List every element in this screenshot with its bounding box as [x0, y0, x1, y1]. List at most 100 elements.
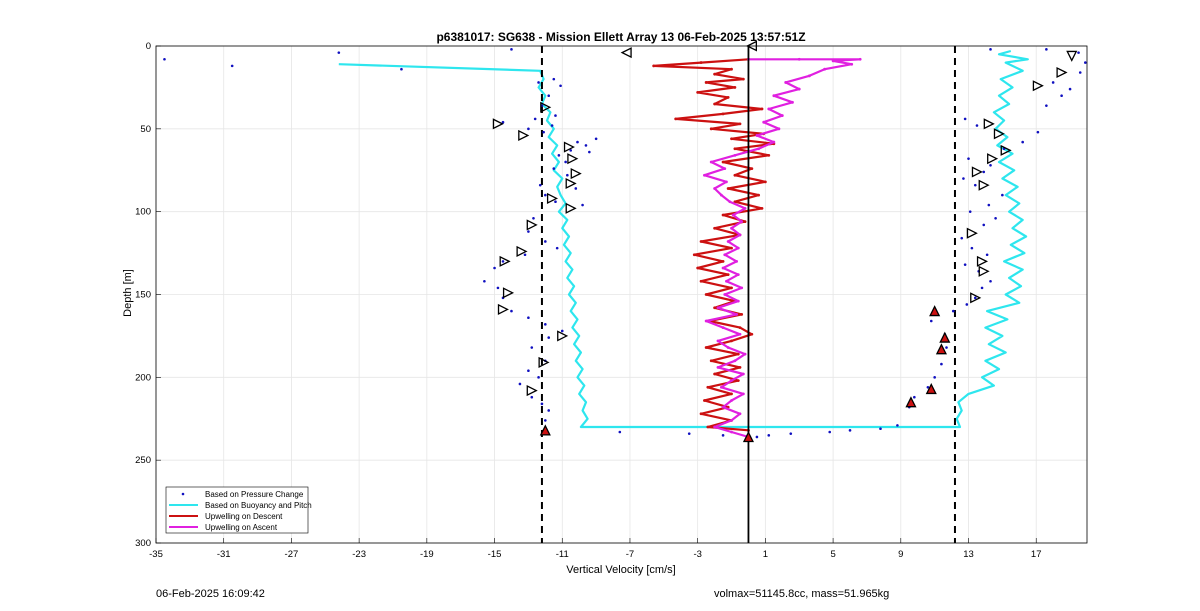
series-point	[740, 312, 744, 316]
pressure-point	[544, 240, 547, 243]
series-point	[807, 74, 811, 78]
series-point	[738, 412, 742, 416]
pressure-point	[544, 323, 547, 326]
series-point	[704, 293, 708, 296]
pressure-point	[588, 150, 591, 154]
series-point	[736, 246, 740, 250]
pressure-point	[789, 432, 793, 435]
triangle-marker	[978, 179, 990, 191]
triangle-marker	[567, 153, 579, 165]
triangle-marker	[742, 431, 755, 443]
series-point	[767, 153, 771, 157]
pressure-point	[527, 230, 530, 233]
pressure-point	[554, 200, 557, 204]
series-point	[699, 412, 703, 416]
legend-entry-buoyancy: Based on Buoyancy and Pitch	[205, 501, 312, 510]
pressure-point	[965, 303, 969, 306]
series-point	[719, 385, 723, 389]
pressure-point	[547, 336, 551, 339]
pressure-point	[559, 84, 562, 88]
series-point	[699, 279, 703, 283]
grid-lines	[155, 45, 1087, 544]
pressure-point	[544, 193, 547, 197]
series-point	[733, 86, 737, 89]
pressure-point	[973, 183, 977, 187]
footer-timestamp: 06-Feb-2025 16:09:42	[156, 588, 265, 600]
series-point	[696, 90, 700, 94]
pressure-point	[913, 395, 916, 399]
series-point	[741, 372, 745, 376]
pressure-point	[1078, 71, 1082, 74]
pressure-point	[510, 48, 513, 51]
series-point	[736, 273, 740, 277]
series-point	[772, 140, 776, 144]
series-point	[713, 226, 716, 230]
pressure-point	[975, 124, 979, 127]
series-point	[738, 326, 742, 330]
triangle-marker	[516, 245, 528, 257]
pressure-point	[554, 114, 557, 117]
pressure-point	[1021, 140, 1024, 144]
pressure-point	[879, 427, 882, 430]
y-tick-label: 300	[135, 538, 151, 549]
triangle-marker	[929, 305, 941, 317]
y-tick-label: 150	[135, 290, 151, 301]
pressure-point	[540, 402, 544, 406]
triangle-marker	[546, 192, 559, 204]
pressure-point	[564, 160, 567, 164]
series-point	[750, 167, 754, 170]
series-point	[703, 399, 706, 402]
pressure-point	[1045, 48, 1048, 51]
pressure-point	[973, 296, 977, 300]
pressure-point	[560, 329, 564, 333]
footer-params: volmax=51145.8cc, mass=51.965kg	[714, 588, 890, 600]
series-point	[738, 332, 742, 336]
x-tick-label: -23	[352, 549, 366, 560]
series-point	[721, 326, 725, 330]
triangle-marker	[1056, 66, 1068, 79]
series-point	[767, 107, 771, 111]
series-point	[713, 187, 716, 190]
triangle-marker	[565, 202, 577, 214]
triangle-marker	[526, 385, 538, 397]
series-point	[721, 213, 725, 217]
triangle-marker	[526, 219, 538, 231]
pressure-point	[985, 253, 989, 257]
triangle-marker	[570, 168, 582, 180]
pressure-point	[584, 144, 588, 147]
triangle-marker	[993, 128, 1005, 140]
ascent-upwelling-line	[703, 58, 862, 439]
pressure-point	[963, 117, 967, 121]
pressure-point	[962, 177, 965, 180]
pressure-point	[501, 120, 505, 124]
chart-title: p6381017: SG638 - Mission Ellett Array 1…	[436, 30, 805, 44]
x-tick-label: -3	[693, 549, 701, 560]
series-point	[723, 167, 727, 170]
series-point	[780, 114, 784, 117]
y-axis-label: Depth [m]	[122, 269, 134, 317]
pressure-point	[1084, 61, 1087, 64]
pressure-point	[1051, 81, 1055, 84]
series-point	[706, 425, 710, 429]
triangle-marker	[1032, 80, 1044, 92]
series-point	[723, 253, 727, 257]
x-tick-label: -19	[420, 549, 434, 560]
pressure-point	[557, 154, 561, 157]
series-point	[721, 266, 725, 270]
pressure-point	[987, 203, 991, 207]
pressure-point	[926, 385, 930, 389]
pressure-point	[527, 369, 530, 373]
series-point	[704, 81, 708, 84]
pressure-point	[929, 319, 933, 323]
series-point	[699, 61, 703, 64]
pressure-point	[989, 163, 992, 167]
series-point	[740, 220, 744, 224]
series-point	[674, 117, 678, 121]
x-tick-label: 1	[763, 549, 768, 560]
pressure-point	[1001, 193, 1004, 197]
pressure-point	[538, 183, 542, 187]
series-point	[736, 352, 740, 356]
pressure-point	[527, 316, 530, 319]
pressure-point	[967, 157, 970, 160]
